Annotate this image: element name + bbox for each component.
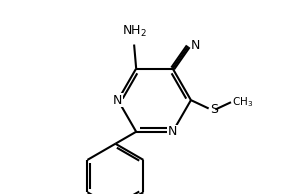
Text: S: S bbox=[210, 103, 218, 116]
Text: NH$_2$: NH$_2$ bbox=[122, 24, 147, 39]
Text: N: N bbox=[113, 94, 123, 107]
Text: N: N bbox=[190, 39, 200, 52]
Text: CH$_3$: CH$_3$ bbox=[232, 95, 253, 109]
Text: N: N bbox=[168, 125, 177, 138]
